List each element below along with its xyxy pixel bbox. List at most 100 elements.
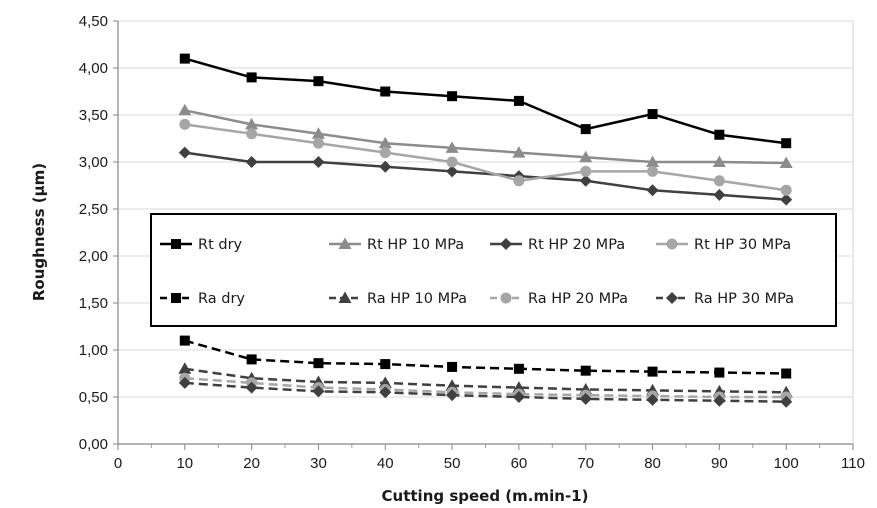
legend-marker xyxy=(338,237,352,249)
data-point-rt-hp-10-mpa xyxy=(646,155,660,167)
data-point-rt-hp-30-mpa xyxy=(580,165,592,177)
data-point-rt-dry xyxy=(179,53,190,64)
legend-marker xyxy=(500,292,512,304)
data-point-rt-hp-30-mpa xyxy=(446,156,458,168)
data-point-rt-hp-10-mpa xyxy=(779,156,793,168)
data-point-rt-hp-30-mpa xyxy=(713,175,725,187)
x-tick-label: 40 xyxy=(377,455,394,472)
legend-marker xyxy=(500,238,512,250)
axes xyxy=(113,20,854,450)
legend-marker xyxy=(171,293,181,303)
data-point-rt-hp-10-mpa xyxy=(378,136,392,149)
legend-entry-rt-dry: Rt dry xyxy=(160,237,243,253)
series-line-rt-dry xyxy=(184,57,787,145)
data-point-ra-dry xyxy=(580,365,591,376)
x-tick-label: 80 xyxy=(644,455,661,472)
data-point-ra-hp-30-mpa xyxy=(780,395,793,408)
y-tick-label: 3,50 xyxy=(79,107,108,124)
legend-label: Rt HP 10 MPa xyxy=(367,237,464,253)
x-tick-label: 10 xyxy=(176,455,193,472)
y-tick-label: 1,50 xyxy=(79,295,108,312)
legend-marker xyxy=(171,239,181,249)
legend-label: Rt HP 20 MPa xyxy=(528,237,625,253)
legend-entry-rt-hp-10-mpa: Rt HP 10 MPa xyxy=(329,237,464,253)
y-tick-label: 4,00 xyxy=(79,60,108,77)
data-point-rt-hp-10-mpa xyxy=(445,141,459,153)
data-point-rt-hp-10-mpa xyxy=(311,127,325,139)
x-tick-label: 30 xyxy=(310,455,327,472)
data-point-rt-dry xyxy=(313,76,324,87)
x-tick-label: 0 xyxy=(114,455,122,472)
data-point-rt-dry xyxy=(380,86,391,97)
tick-labels: 0,00 0,50 1,00 1,50 2,00 2,50 3,00 3,50 4,00 4,50… xyxy=(79,13,865,472)
legend-box xyxy=(150,213,837,327)
data-point-rt-hp-10-mpa xyxy=(579,150,593,163)
data-point-rt-hp-20-mpa xyxy=(312,156,325,168)
data-point-rt-hp-30-mpa xyxy=(179,118,191,130)
x-tick-label: 90 xyxy=(711,455,728,472)
data-point-rt-dry xyxy=(781,138,792,149)
y-tick-label: 2,50 xyxy=(79,201,108,218)
data-point-rt-hp-10-mpa xyxy=(245,117,259,130)
series-line-rt-hp-10-mpa xyxy=(184,109,787,165)
data-point-ra-dry xyxy=(714,367,725,378)
data-point-rt-dry xyxy=(447,91,458,102)
data-point-rt-dry xyxy=(647,109,658,120)
series-line-ra-hp-30-mpa xyxy=(184,381,787,403)
data-point-rt-dry xyxy=(714,129,725,140)
data-point-rt-hp-20-mpa xyxy=(780,193,793,206)
data-point-ra-hp-30-mpa xyxy=(178,376,191,389)
legend-marker xyxy=(666,292,678,304)
data-point-ra-dry xyxy=(647,366,658,377)
series-ra-dry xyxy=(179,335,792,379)
data-point-rt-hp-20-mpa xyxy=(245,156,258,168)
data-point-ra-hp-30-mpa xyxy=(245,381,258,394)
data-point-ra-hp-10-mpa xyxy=(512,381,526,393)
x-axis-title: Cutting speed (m.min-1) xyxy=(382,487,589,505)
data-point-rt-hp-20-mpa xyxy=(713,188,726,201)
series-line-rt-hp-20-mpa xyxy=(184,151,787,201)
legend-marker xyxy=(666,238,678,250)
series-line-ra-dry xyxy=(184,339,787,375)
data-point-rt-hp-20-mpa xyxy=(579,174,592,187)
legend-entry-rt-hp-30-mpa: Rt HP 30 MPa xyxy=(656,237,791,253)
data-point-rt-hp-30-mpa xyxy=(312,137,324,149)
legend-label: Rt dry xyxy=(198,237,243,253)
data-point-rt-hp-10-mpa xyxy=(178,103,192,116)
y-tick-label: 3,00 xyxy=(79,154,108,171)
x-tick-label: 100 xyxy=(774,455,799,472)
legend-label: Ra HP 20 MPa xyxy=(528,291,628,307)
data-point-rt-hp-30-mpa xyxy=(379,147,391,159)
legend-entry-ra-hp-20-mpa: Ra HP 20 MPa xyxy=(490,291,628,307)
data-point-ra-dry xyxy=(179,335,190,346)
data-point-rt-hp-20-mpa xyxy=(379,160,392,173)
series-ra-hp-30-mpa xyxy=(178,376,793,408)
data-point-rt-dry xyxy=(246,72,257,83)
data-point-ra-hp-30-mpa xyxy=(379,386,392,399)
data-point-rt-hp-30-mpa xyxy=(780,184,792,196)
data-point-ra-hp-30-mpa xyxy=(579,392,592,405)
legend-entry-rt-hp-20-mpa: Rt HP 20 MPa xyxy=(490,237,625,253)
data-point-ra-hp-30-mpa xyxy=(512,391,525,403)
x-tick-label: 20 xyxy=(243,455,260,472)
legend-entry-ra-hp-30-mpa: Ra HP 30 MPa xyxy=(656,291,794,307)
y-tick-label: 2,00 xyxy=(79,248,108,265)
data-point-rt-hp-30-mpa xyxy=(513,175,525,187)
legend: Rt dry Rt HP 10 MPa Rt HP 20 MPa Rt HP 30 M… xyxy=(150,213,837,327)
x-tick-label: 60 xyxy=(511,455,528,472)
data-point-rt-hp-30-mpa xyxy=(647,165,659,177)
legend-marker xyxy=(338,291,352,303)
data-point-ra-hp-30-mpa xyxy=(713,394,726,407)
data-point-ra-hp-10-mpa xyxy=(178,362,192,374)
y-tick-label: 0,00 xyxy=(79,436,108,453)
data-point-rt-hp-10-mpa xyxy=(512,146,526,158)
data-point-rt-hp-20-mpa xyxy=(446,165,459,178)
data-point-rt-hp-20-mpa xyxy=(646,184,659,197)
data-point-rt-hp-20-mpa xyxy=(178,146,191,159)
data-point-ra-hp-10-mpa xyxy=(378,376,392,388)
legend-label: Ra HP 30 MPa xyxy=(694,291,794,307)
legend-entry-ra-dry: Ra dry xyxy=(160,291,245,307)
data-point-ra-hp-30-mpa xyxy=(446,389,459,402)
legend-label: Rt HP 30 MPa xyxy=(694,237,791,253)
